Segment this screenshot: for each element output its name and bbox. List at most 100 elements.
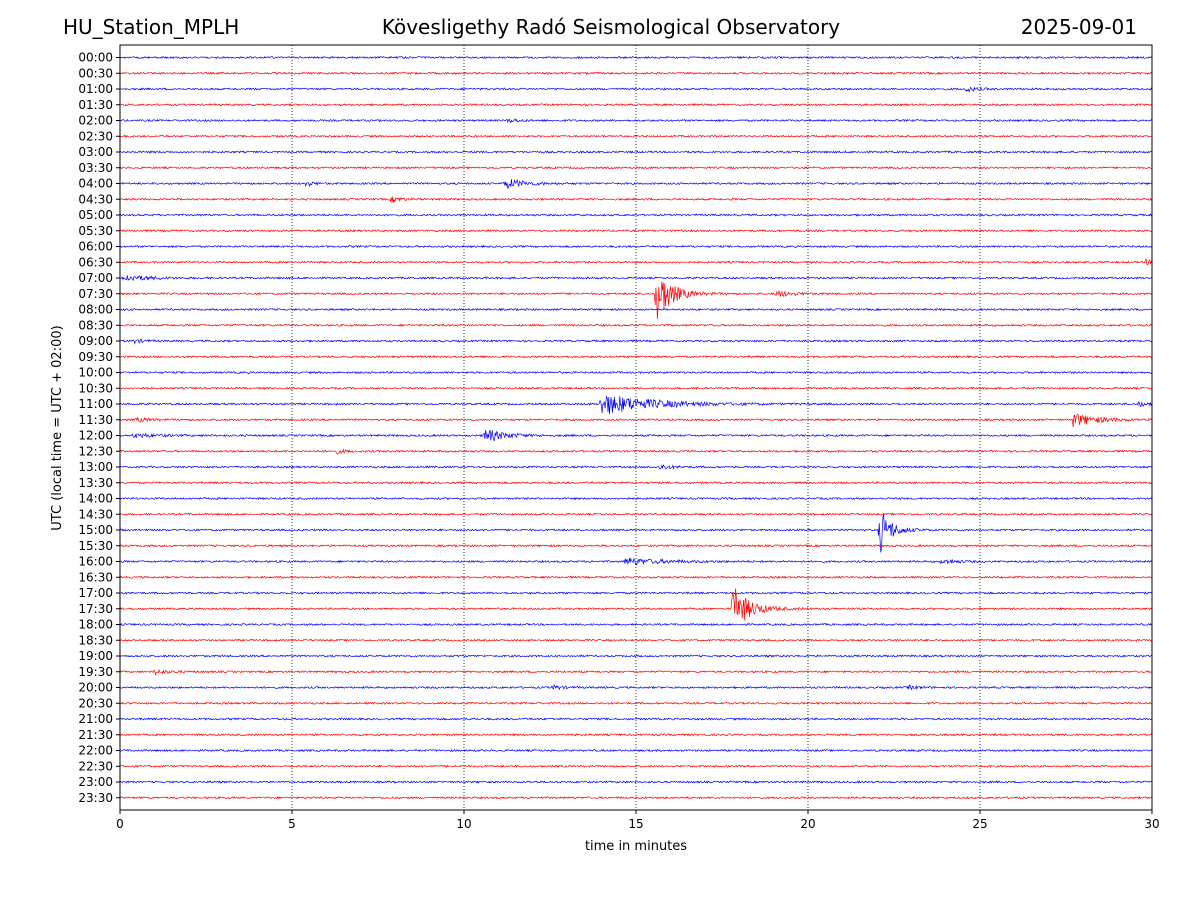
y-tick-label-0200: 02:00 — [78, 114, 113, 128]
y-tick-label-2000: 20:00 — [78, 681, 113, 695]
trace-2230 — [119, 764, 1153, 768]
trace-0500 — [119, 213, 1153, 217]
y-tick-label-1830: 18:30 — [78, 633, 113, 647]
y-tick-label-0700: 07:00 — [78, 271, 113, 285]
grid-layer — [291, 45, 981, 810]
trace-1300 — [119, 464, 1153, 470]
trace-0130 — [119, 102, 1153, 107]
y-tick-label-1130: 11:30 — [78, 413, 113, 427]
y-tick-label-2100: 21:00 — [78, 712, 113, 726]
x-tick-label-2: 10 — [456, 817, 471, 831]
y-tick-label-1030: 10:30 — [78, 381, 113, 395]
y-tick-label-1930: 19:30 — [78, 665, 113, 679]
trace-0830 — [119, 323, 1153, 327]
y-tick-label-0430: 04:30 — [78, 192, 113, 206]
trace-0900 — [119, 338, 1153, 345]
trace-1430 — [119, 512, 1153, 517]
trace-0930 — [119, 354, 1153, 359]
y-tick-label-1100: 11:00 — [78, 397, 113, 411]
y-tick-label-1230: 12:30 — [78, 444, 113, 458]
y-tick-label-1330: 13:30 — [78, 476, 113, 490]
trace-1730 — [119, 588, 1153, 621]
y-tick-label-0600: 06:00 — [78, 240, 113, 254]
y-tick-label-0130: 01:30 — [78, 98, 113, 112]
trace-1030 — [119, 386, 1153, 391]
y-tick-label-1430: 14:30 — [78, 507, 113, 521]
chart-date: 2025-09-01 — [1020, 15, 1137, 39]
y-tick-label-2330: 23:30 — [78, 791, 113, 805]
trace-0230 — [119, 134, 1153, 138]
trace-0430 — [119, 196, 1153, 203]
trace-0630 — [120, 258, 1153, 266]
chart-title: Kövesligethy Radó Seismological Observat… — [381, 15, 841, 39]
trace-1230 — [119, 448, 1153, 455]
trace-1100 — [119, 395, 1153, 415]
y-tick-label-1530: 15:30 — [78, 539, 113, 553]
y-tick-label-0630: 06:30 — [78, 255, 113, 269]
x-tick-label-6: 30 — [1144, 817, 1159, 831]
trace-1830 — [119, 638, 1153, 643]
y-tick-label-0030: 00:30 — [78, 66, 113, 80]
trace-1200 — [119, 429, 1153, 441]
trace-1900 — [119, 654, 1153, 658]
trace-0100 — [119, 86, 1153, 93]
y-tick-label-2200: 22:00 — [78, 744, 113, 758]
y-tick-label-0000: 00:00 — [78, 51, 113, 65]
trace-2130 — [119, 733, 1153, 737]
y-tick-label-1200: 12:00 — [78, 429, 113, 443]
trace-0000 — [119, 55, 1153, 60]
trace-0400 — [119, 179, 1153, 189]
trace-0200 — [119, 118, 1153, 124]
y-tick-label-1300: 13:00 — [78, 460, 113, 474]
trace-0800 — [119, 307, 1153, 312]
y-tick-label-0830: 08:30 — [78, 318, 113, 332]
trace-1630 — [119, 575, 1153, 579]
trace-1800 — [119, 622, 1153, 627]
y-tick-label-1730: 17:30 — [78, 602, 113, 616]
trace-0730 — [119, 281, 1153, 320]
trace-2300 — [119, 780, 1153, 784]
y-axis-label: UTC (local time = UTC + 02:00) — [50, 325, 65, 530]
trace-1930 — [119, 668, 1153, 676]
trace-2100 — [119, 717, 1153, 721]
trace-1500 — [119, 514, 1153, 553]
trace-0700 — [119, 274, 1153, 281]
trace-layer — [119, 55, 1153, 800]
y-tick-label-0400: 04:00 — [78, 177, 113, 191]
y-tick-label-0530: 05:30 — [78, 224, 113, 238]
trace-1130 — [119, 413, 1153, 428]
y-tick-label-2130: 21:30 — [78, 728, 113, 742]
y-tick-label-2230: 22:30 — [78, 759, 113, 773]
y-tick-label-0730: 07:30 — [78, 287, 113, 301]
x-tick-label-0: 0 — [116, 817, 124, 831]
y-tick-label-0300: 03:00 — [78, 145, 113, 159]
trace-0330 — [119, 166, 1153, 170]
station-name: HU_Station_MPLH — [63, 15, 240, 39]
y-tick-label-1800: 18:00 — [78, 618, 113, 632]
trace-2030 — [119, 701, 1153, 705]
y-tick-label-0930: 09:30 — [78, 350, 113, 364]
trace-1600 — [119, 557, 1153, 566]
trace-1400 — [119, 496, 1153, 501]
x-tick-label-5: 25 — [972, 817, 987, 831]
y-tick-label-0100: 01:00 — [78, 82, 113, 96]
y-tick-label-1700: 17:00 — [78, 586, 113, 600]
trace-1330 — [119, 481, 1153, 485]
trace-0300 — [119, 150, 1153, 154]
trace-0600 — [119, 244, 1153, 249]
y-tick-label-0500: 05:00 — [78, 208, 113, 222]
trace-0530 — [119, 228, 1153, 233]
y-tick-label-1630: 16:30 — [78, 570, 113, 584]
y-tick-label-0800: 08:00 — [78, 303, 113, 317]
x-axis-label: time in minutes — [585, 839, 687, 854]
y-tick-label-2300: 23:00 — [78, 775, 113, 789]
y-tick-label-1500: 15:00 — [78, 523, 113, 537]
x-tick-label-4: 20 — [800, 817, 815, 831]
trace-2200 — [119, 748, 1153, 753]
y-tick-label-0330: 03:30 — [78, 161, 113, 175]
y-tick-label-0900: 09:00 — [78, 334, 113, 348]
trace-1000 — [119, 370, 1153, 375]
trace-2330 — [119, 796, 1153, 800]
